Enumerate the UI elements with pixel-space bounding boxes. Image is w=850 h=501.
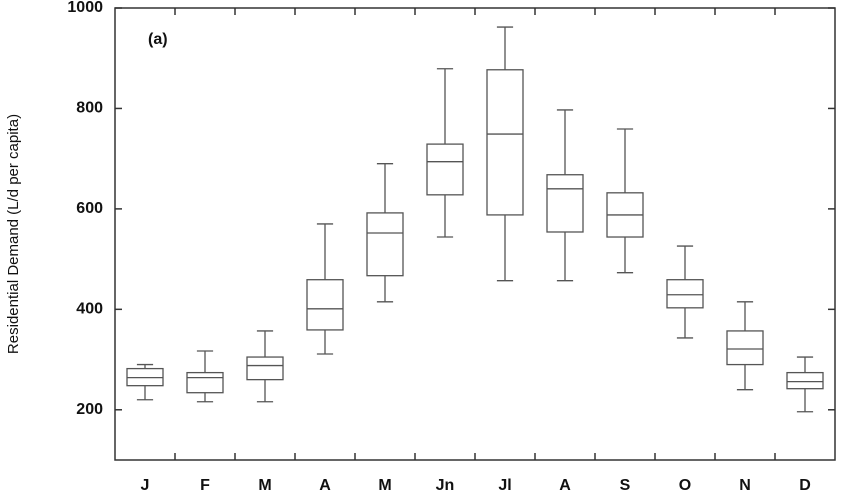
y-tick-label: 1000	[67, 0, 103, 16]
x-tick-label: S	[620, 477, 631, 494]
box	[786, 371, 824, 390]
y-tick-label: 200	[76, 401, 103, 418]
x-tick-label: Jl	[498, 477, 511, 494]
x-tick-label: A	[559, 477, 571, 494]
x-tick-label: N	[739, 477, 751, 494]
x-tick-label: Jn	[436, 477, 455, 494]
y-tick-label: 400	[76, 301, 103, 318]
box	[546, 174, 584, 233]
x-tick-label: J	[141, 477, 150, 494]
y-axis-title: Residential Demand (L/d per capita)	[5, 114, 22, 354]
x-tick-label: M	[258, 477, 271, 494]
y-tick-label: 600	[76, 200, 103, 217]
x-tick-label: D	[799, 477, 811, 494]
x-tick-label: M	[378, 477, 391, 494]
panel-label: (a)	[148, 31, 168, 48]
box	[366, 212, 404, 277]
box	[186, 371, 224, 394]
box	[726, 330, 764, 366]
x-tick-label: A	[319, 477, 331, 494]
box	[426, 143, 464, 196]
x-tick-label: O	[679, 477, 691, 494]
box	[246, 356, 284, 381]
y-tick-label: 800	[76, 100, 103, 117]
box	[666, 279, 704, 309]
box	[486, 69, 524, 216]
x-tick-label: F	[200, 477, 210, 494]
box	[306, 279, 344, 331]
